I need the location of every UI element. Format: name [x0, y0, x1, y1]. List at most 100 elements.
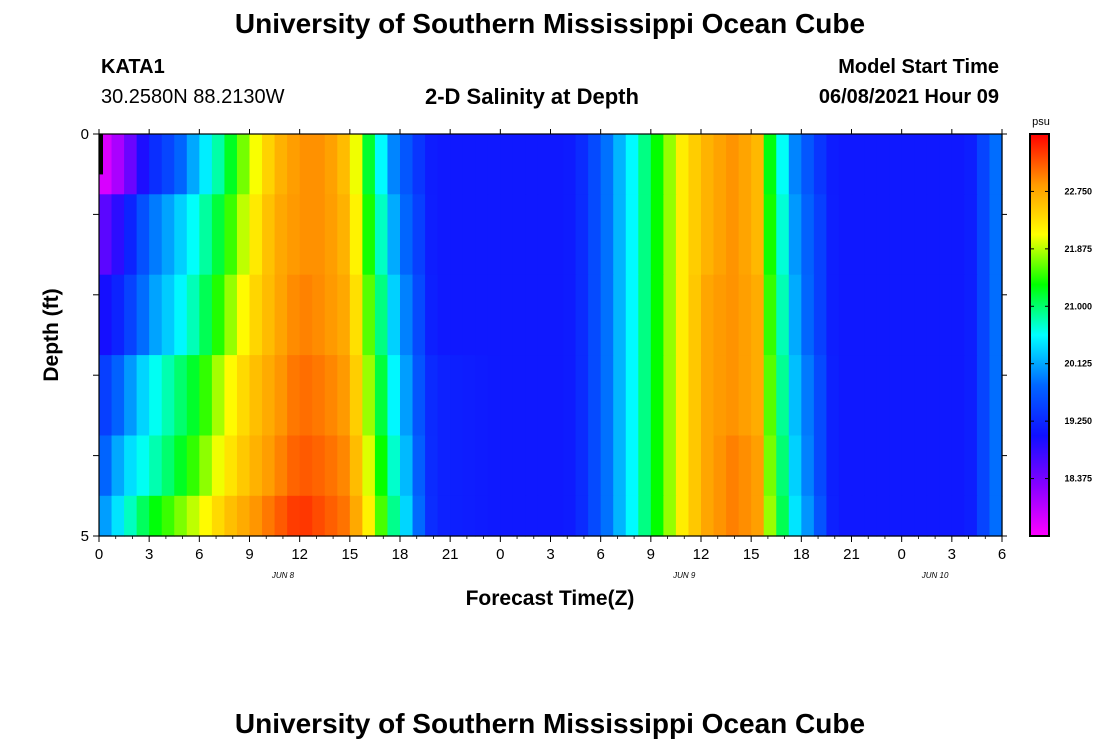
heatmap-cell — [412, 194, 426, 276]
heatmap-cell — [161, 134, 175, 195]
heatmap-cell — [274, 194, 288, 276]
heatmap-cell — [851, 194, 865, 276]
heatmap-cell — [738, 274, 752, 356]
heatmap-cell — [864, 274, 878, 356]
heatmap-cell — [374, 355, 389, 437]
heatmap-cell — [914, 435, 928, 497]
heatmap-cell — [262, 495, 276, 537]
colorbar-ticks: 18.375 19.250 20.125 21.000 21.875 22.750 — [1030, 186, 1092, 484]
heatmap-cell — [362, 134, 376, 195]
heatmap-cell — [274, 355, 288, 437]
heatmap-cell — [387, 435, 401, 497]
heatmap-cell — [525, 134, 539, 195]
heatmap-cell — [563, 194, 577, 276]
heatmap-cell — [801, 134, 815, 195]
heatmap-cell — [675, 134, 690, 195]
heatmap-cell — [224, 495, 238, 537]
heatmap-cell — [211, 495, 226, 537]
heatmap-cell — [563, 134, 577, 195]
heatmap-cell — [889, 274, 903, 356]
heatmap-cell — [889, 435, 903, 497]
heatmap-cell — [249, 194, 263, 276]
heatmap-cell — [337, 355, 351, 437]
heatmap-cell — [337, 194, 351, 276]
heatmap-cell — [600, 355, 614, 437]
heatmap-cell — [600, 435, 614, 497]
heatmap-cell — [813, 495, 828, 537]
heatmap-cell — [186, 274, 200, 356]
heatmap-cell — [801, 495, 815, 537]
heatmap-cell — [926, 194, 940, 276]
heatmap-cell — [349, 495, 363, 537]
heatmap-cell — [701, 194, 715, 276]
heatmap-cell — [487, 355, 501, 437]
heatmap-cell — [675, 495, 690, 537]
heatmap-cell — [738, 134, 752, 195]
heatmap-cell — [450, 194, 464, 276]
heatmap-cell — [500, 435, 514, 497]
heatmap-cell — [914, 495, 928, 537]
heatmap-cell — [914, 355, 928, 437]
heatmap-cell — [236, 274, 251, 356]
heatmap-cell — [989, 435, 1003, 497]
heatmap-cell — [149, 435, 163, 497]
heatmap-cell — [437, 134, 451, 195]
heatmap-cell — [324, 274, 338, 356]
heatmap-cell — [287, 134, 301, 195]
heatmap-cell — [299, 274, 313, 356]
heatmap-cell — [287, 194, 301, 276]
heatmap-cell — [236, 495, 251, 537]
heatmap-cell — [500, 355, 514, 437]
colorbar-gradient — [1029, 133, 1050, 537]
heatmap-cell — [776, 274, 790, 356]
heatmap-cell — [236, 134, 251, 195]
heatmap-cell — [851, 355, 865, 437]
heatmap-cell — [136, 435, 150, 497]
heatmap-cell — [174, 194, 188, 276]
heatmap-cell — [901, 134, 915, 195]
heatmap-cell — [801, 355, 815, 437]
heatmap-cell — [939, 435, 953, 497]
heatmap-cell — [224, 274, 238, 356]
x-tick-label: 3 — [948, 546, 956, 563]
heatmap-cell — [262, 435, 276, 497]
colorbar-tick-label: 18.375 — [1064, 474, 1092, 484]
heatmap-cell — [287, 355, 301, 437]
heatmap-cell — [249, 134, 263, 195]
colorbar-tick-label: 19.250 — [1064, 416, 1092, 426]
heatmap-cell — [889, 355, 903, 437]
model-start-value: 06/08/2021 Hour 09 — [818, 86, 999, 108]
heatmap-cell — [537, 274, 552, 356]
heatmap-cell — [174, 274, 188, 356]
heatmap-cell — [500, 274, 514, 356]
heatmap-cell — [926, 495, 940, 537]
heatmap-cell — [287, 274, 301, 356]
x-tick-label: 21 — [442, 546, 459, 563]
heatmap-cell — [713, 134, 727, 195]
heatmap-cell — [437, 274, 451, 356]
heatmap-cell — [838, 495, 853, 537]
heatmap-cell — [876, 435, 890, 497]
heatmap-cell — [688, 194, 702, 276]
heatmap-cell — [713, 495, 727, 537]
heatmap-cell — [450, 274, 464, 356]
heatmap-cell — [236, 435, 251, 497]
heatmap-cell — [675, 435, 690, 497]
heatmap-cell — [964, 355, 978, 437]
heatmap-cell — [425, 435, 439, 497]
heatmap-cell — [625, 134, 639, 195]
heatmap-cell — [537, 194, 552, 276]
heatmap-cell — [951, 355, 965, 437]
colorbar-tick-label: 22.750 — [1064, 186, 1092, 196]
heatmap-cell — [475, 435, 489, 497]
heatmap-cell — [412, 355, 426, 437]
heatmap-cell — [901, 495, 915, 537]
heatmap-cell — [713, 274, 727, 356]
x-tick-label: 0 — [897, 546, 905, 563]
heatmap-cell — [738, 435, 752, 497]
heatmap-cell — [951, 194, 965, 276]
heatmap-cell — [688, 495, 702, 537]
model-start-label: Model Start Time — [838, 56, 999, 78]
heatmap-cell — [989, 355, 1003, 437]
heatmap-cell — [161, 355, 175, 437]
